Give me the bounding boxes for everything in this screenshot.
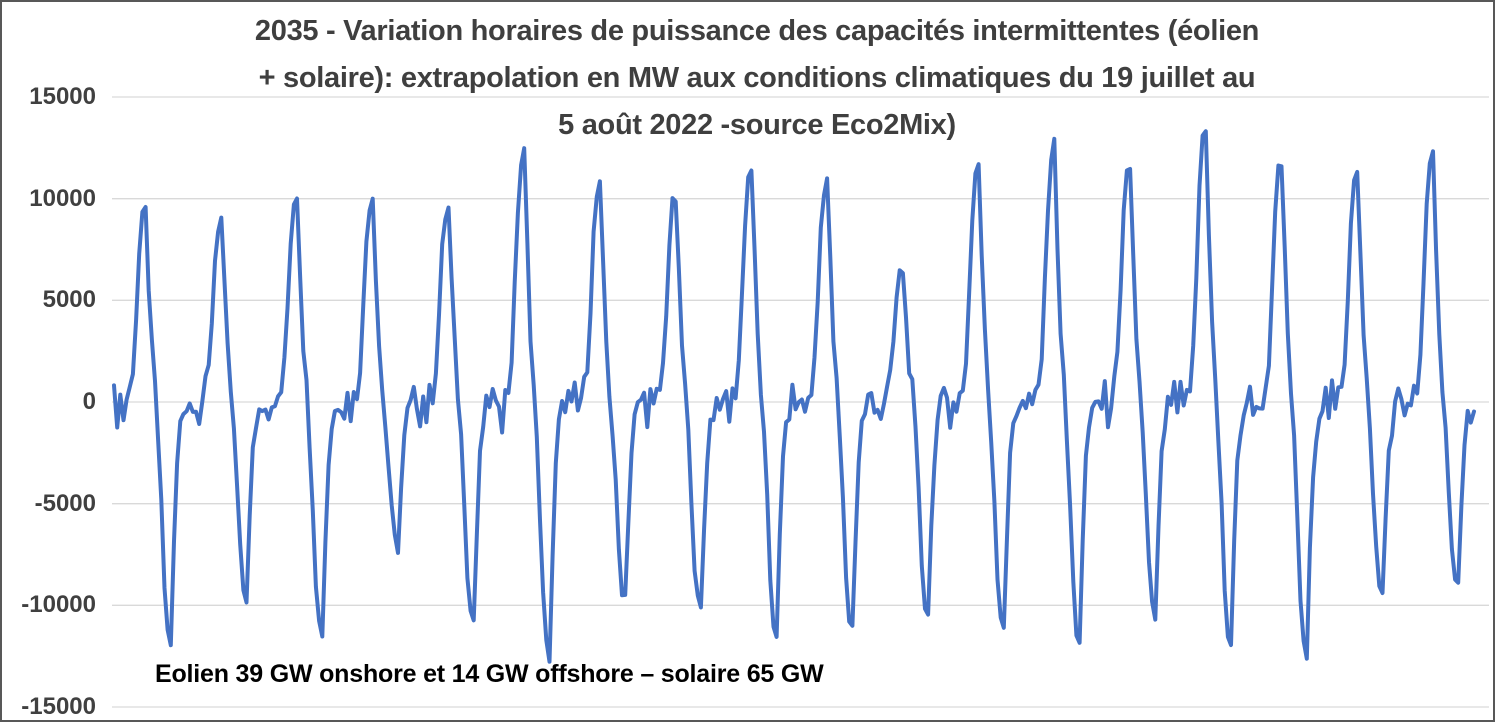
y-tick-label: 0 <box>82 388 96 415</box>
chart-title-line-1: 2035 - Variation horaires de puissance d… <box>254 15 1260 47</box>
data-series-line <box>112 129 1476 664</box>
plot-area <box>112 96 1489 708</box>
y-tick-label: -5000 <box>34 489 96 517</box>
y-tick-label: -10000 <box>21 591 96 619</box>
y-tick-label: 5000 <box>42 286 96 314</box>
y-tick-label: 15000 <box>29 83 96 110</box>
y-tick-label: -15000 <box>21 693 96 720</box>
chart-title-line-3: 5 août 2022 -source Eco2Mix) <box>558 109 956 141</box>
capacity-annotation: Eolien 39 GW onshore et 14 GW offshore –… <box>155 660 824 688</box>
y-tick-label: 10000 <box>29 184 96 212</box>
chart-title: 2035 - Variation horaires de puissance d… <box>102 8 1412 149</box>
chart-title-line-2: + solaire): extrapolation en MW aux cond… <box>258 62 1256 94</box>
